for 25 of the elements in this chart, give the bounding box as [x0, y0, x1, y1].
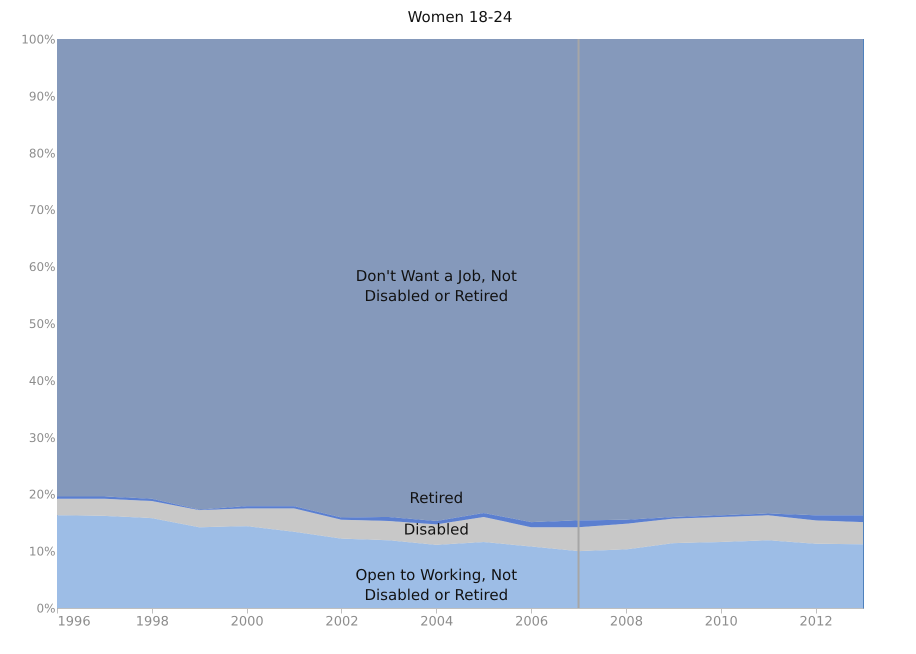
x-tick-label: 2006	[515, 614, 548, 630]
x-tick-label: 2008	[610, 614, 643, 630]
y-tick-label: 70%	[28, 203, 56, 218]
y-tick-label: 30%	[28, 430, 56, 445]
x-tick-label: 2002	[325, 614, 359, 630]
x-tick-label: 2004	[420, 614, 454, 630]
chart-title: Women 18-24	[408, 8, 512, 26]
series-label: Disabled	[404, 520, 469, 538]
x-tick-label: 1996	[58, 614, 91, 630]
y-tick-label: 50%	[28, 317, 56, 331]
y-tick-label: 40%	[28, 374, 56, 388]
x-tick-label: 2010	[704, 614, 738, 630]
x-tick-label: 2012	[800, 614, 833, 630]
y-tick-label: 100%	[21, 32, 56, 46]
y-tick-label: 60%	[28, 260, 56, 274]
x-tick-label: 1998	[136, 614, 169, 630]
y-tick-label: 20%	[28, 488, 56, 502]
y-tick-label: 0%	[36, 602, 56, 616]
series-label: Don't Want a Job, Not Disabled or Retired	[356, 266, 517, 305]
x-tick-label: 2000	[230, 614, 264, 630]
series-label: Open to Working, Not Disabled or Retired	[355, 566, 518, 604]
y-tick-label: 10%	[28, 544, 56, 559]
series-label: Retired	[409, 489, 464, 508]
y-tick-label: 80%	[28, 146, 56, 160]
y-tick-label: 90%	[28, 89, 56, 104]
